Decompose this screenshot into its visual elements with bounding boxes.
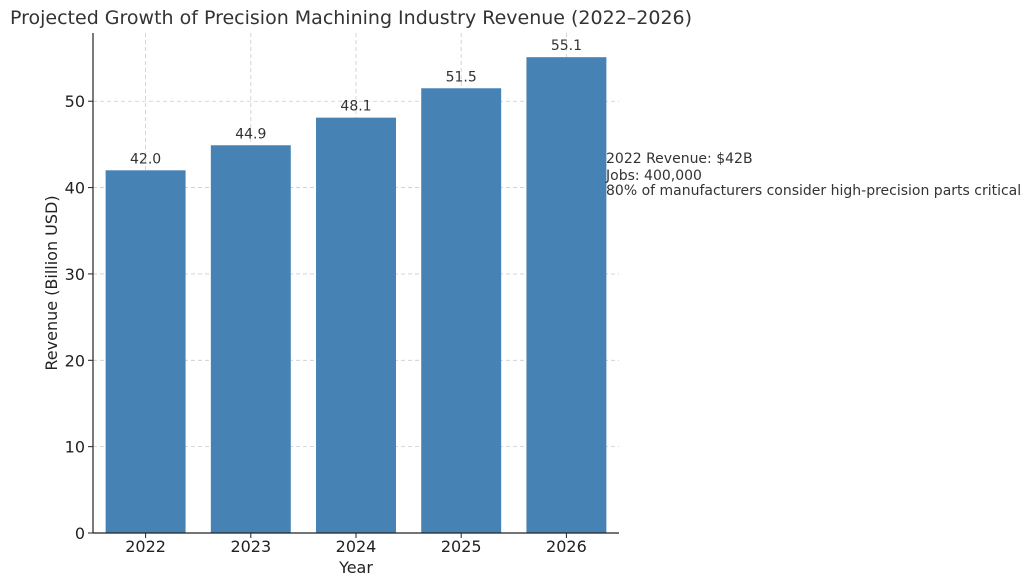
bars: [105, 57, 607, 534]
bar-2024: [316, 117, 396, 534]
y-tick-label: 0: [75, 524, 85, 543]
x-tick-label: 2025: [441, 537, 482, 556]
bar-2025: [421, 88, 502, 533]
data-label-2024: 48.1: [340, 99, 371, 115]
x-axis-label: Year: [338, 558, 373, 577]
y-tick-label: 50: [65, 92, 85, 111]
x-tick-label: 2024: [336, 537, 377, 556]
data-labels: 42.0 44.9 48.1 51.5 55.1: [130, 38, 582, 167]
bar-2022: [105, 170, 186, 533]
x-tick-label: 2023: [230, 537, 271, 556]
annotation-line: 2022 Revenue: $42B: [606, 151, 753, 167]
x-tick-label: 2022: [125, 537, 166, 556]
data-label-2022: 42.0: [130, 151, 161, 167]
data-label-2023: 44.9: [235, 126, 266, 142]
bar-2023: [210, 145, 291, 534]
y-ticks: 0 10 20 30 40 50: [65, 92, 93, 543]
annotation-line: Jobs: 400,000: [605, 168, 702, 184]
y-tick-label: 20: [65, 351, 85, 370]
annotation-line: 80% of manufacturers consider high-preci…: [606, 183, 1021, 199]
data-label-2026: 55.1: [551, 38, 582, 54]
annotation-box: 2022 Revenue: $42B Jobs: 400,000 80% of …: [605, 151, 1021, 199]
x-tick-label: 2026: [546, 537, 587, 556]
y-axis-label: Revenue (Billion USD): [42, 195, 61, 370]
y-tick-label: 40: [65, 179, 85, 198]
bar-2026: [526, 57, 607, 533]
x-ticks: 2022 2023 2024 2025 2026: [125, 533, 587, 556]
chart-title: Projected Growth of Precision Machining …: [10, 7, 692, 29]
y-tick-label: 10: [65, 438, 85, 457]
y-tick-label: 30: [65, 265, 85, 284]
data-label-2025: 51.5: [446, 69, 477, 85]
